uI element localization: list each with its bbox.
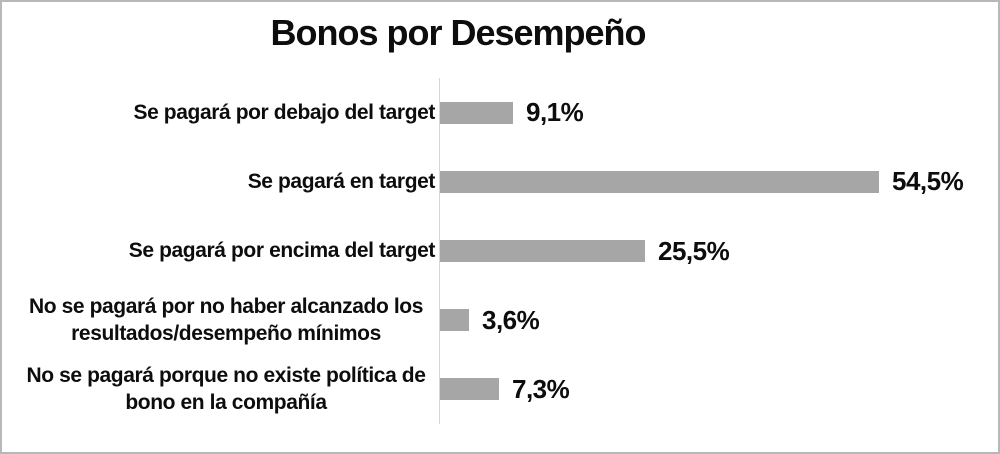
bar-row: Se pagará en target 54,5% [2,147,996,217]
bar [440,240,645,262]
category-label: Se pagará en target [247,170,436,194]
category-label-cell: Se pagará por debajo del target [2,78,435,147]
category-label: Se pagará por encima del target [128,239,436,263]
value-label: 25,5% [658,235,730,266]
bar-track: 7,3% [439,354,996,425]
category-label-cell: Se pagará en target [2,147,436,216]
bar-track: 3,6% [439,285,996,355]
bar-track: 9,1% [439,78,996,148]
plot-area: Se pagará por debajo del target 9,1% Se pa… [2,78,996,425]
bar-row: No se pagará por no haber alcanzado los … [2,285,996,355]
bar [440,101,513,124]
category-label: No se pagará por no haber alcanzado los … [28,294,423,346]
bar-track: 25,5% [439,216,996,286]
value-label: 9,1% [526,97,584,128]
category-label: Se pagará por debajo del target [133,100,435,124]
category-label-cell: No se pagará por no haber alcanzado los … [2,286,435,355]
chart-title: Bonos por Desempeño [270,12,646,53]
value-label: 54,5% [892,166,964,197]
category-label-cell: No se pagará porque no existe política d… [2,355,435,424]
bar-row: Se pagará por encima del target 25,5% [2,216,996,286]
category-label: No se pagará porque no existe política d… [26,364,426,415]
bar-row: No se pagará porque no existe política d… [2,354,996,425]
bar-track: 54,5% [439,147,996,217]
value-label: 7,3% [512,373,570,404]
bar [440,170,879,193]
value-label: 3,6% [482,304,540,335]
bar [440,309,469,332]
bar-row: Se pagará por debajo del target 9,1% [2,78,996,148]
category-label-cell: Se pagará por encima del target [2,216,436,285]
bar [440,378,499,401]
